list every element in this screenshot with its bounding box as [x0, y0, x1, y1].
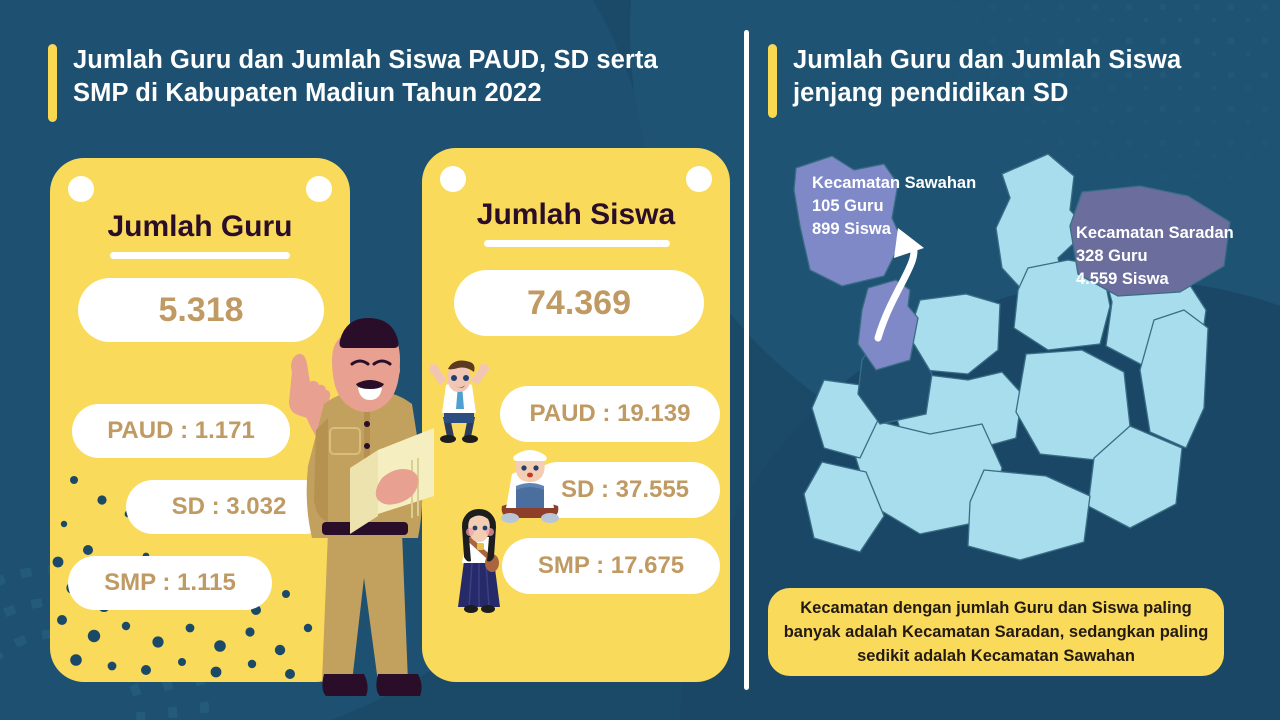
kabupaten-madiun-map — [793, 153, 1231, 561]
conclusion-text: Kecamatan dengan jumlah Guru dan Siswa p… — [783, 599, 1209, 665]
map-region-saradan — [1069, 185, 1231, 297]
siswa-total-value: 74.369 — [454, 270, 704, 336]
page-title: Jumlah Guru dan Jumlah Siswa PAUD, SD se… — [73, 46, 658, 107]
annotation-title: Kecamatan Saradan — [1076, 224, 1234, 242]
card-nub-left — [68, 176, 94, 202]
map-region-default — [803, 461, 885, 553]
guru-total-value: 5.318 — [78, 278, 324, 342]
guru-smp-row: SMP : 1.115 — [68, 556, 272, 610]
map-region-default — [1087, 425, 1183, 529]
right-panel-title: Jumlah Guru dan Jumlah Siswa jenjang pen… — [768, 44, 1238, 118]
annotation-students: 4.559 Siswa — [1076, 270, 1169, 288]
map-region-default — [1139, 309, 1209, 449]
title-accent-bar — [768, 44, 777, 118]
card-heading: Jumlah Siswa — [476, 198, 676, 231]
annotation-students: 899 Siswa — [812, 220, 891, 238]
guru-sd-row: SD : 3.032 — [126, 480, 332, 534]
guru-paud-row: PAUD : 1.171 — [72, 404, 290, 458]
annotation-teachers: 328 Guru — [1076, 247, 1148, 265]
card-jumlah-guru: Jumlah Guru 5.318 PAUD : 1.171 SD : 3.03… — [50, 158, 350, 682]
card-heading: Jumlah Guru — [107, 210, 293, 243]
card-nub-right — [686, 166, 712, 192]
annotation-teachers: 105 Guru — [812, 197, 884, 215]
annotation-title: Kecamatan Sawahan — [812, 174, 977, 192]
map-annotation-saradan: Kecamatan Saradan 328 Guru 4.559 Siswa — [1076, 222, 1234, 291]
title-accent-bar — [48, 44, 57, 122]
left-panel-title: Jumlah Guru dan Jumlah Siswa PAUD, SD se… — [48, 44, 708, 122]
card-nub-right — [306, 176, 332, 202]
map-annotation-sawahan: Kecamatan Sawahan 105 Guru 899 Siswa — [812, 172, 976, 241]
conclusion-box: Kecamatan dengan jumlah Guru dan Siswa p… — [768, 588, 1224, 676]
panel-divider — [744, 30, 749, 690]
map-region-sawahan-parcel — [857, 279, 919, 371]
siswa-smp-row: SMP : 17.675 — [502, 538, 720, 594]
map-region-default — [967, 469, 1091, 561]
map-title: Jumlah Guru dan Jumlah Siswa jenjang pen… — [793, 46, 1182, 107]
card-jumlah-siswa: Jumlah Siswa 74.369 PAUD : 19.139 SD : 3… — [422, 148, 730, 682]
siswa-sd-row: SD : 37.555 — [530, 462, 720, 518]
siswa-paud-row: PAUD : 19.139 — [500, 386, 720, 442]
card-heading-underline — [484, 240, 670, 247]
map-pointer-arrowhead — [894, 228, 924, 258]
card-nub-left — [440, 166, 466, 192]
card-heading-underline — [110, 252, 290, 259]
